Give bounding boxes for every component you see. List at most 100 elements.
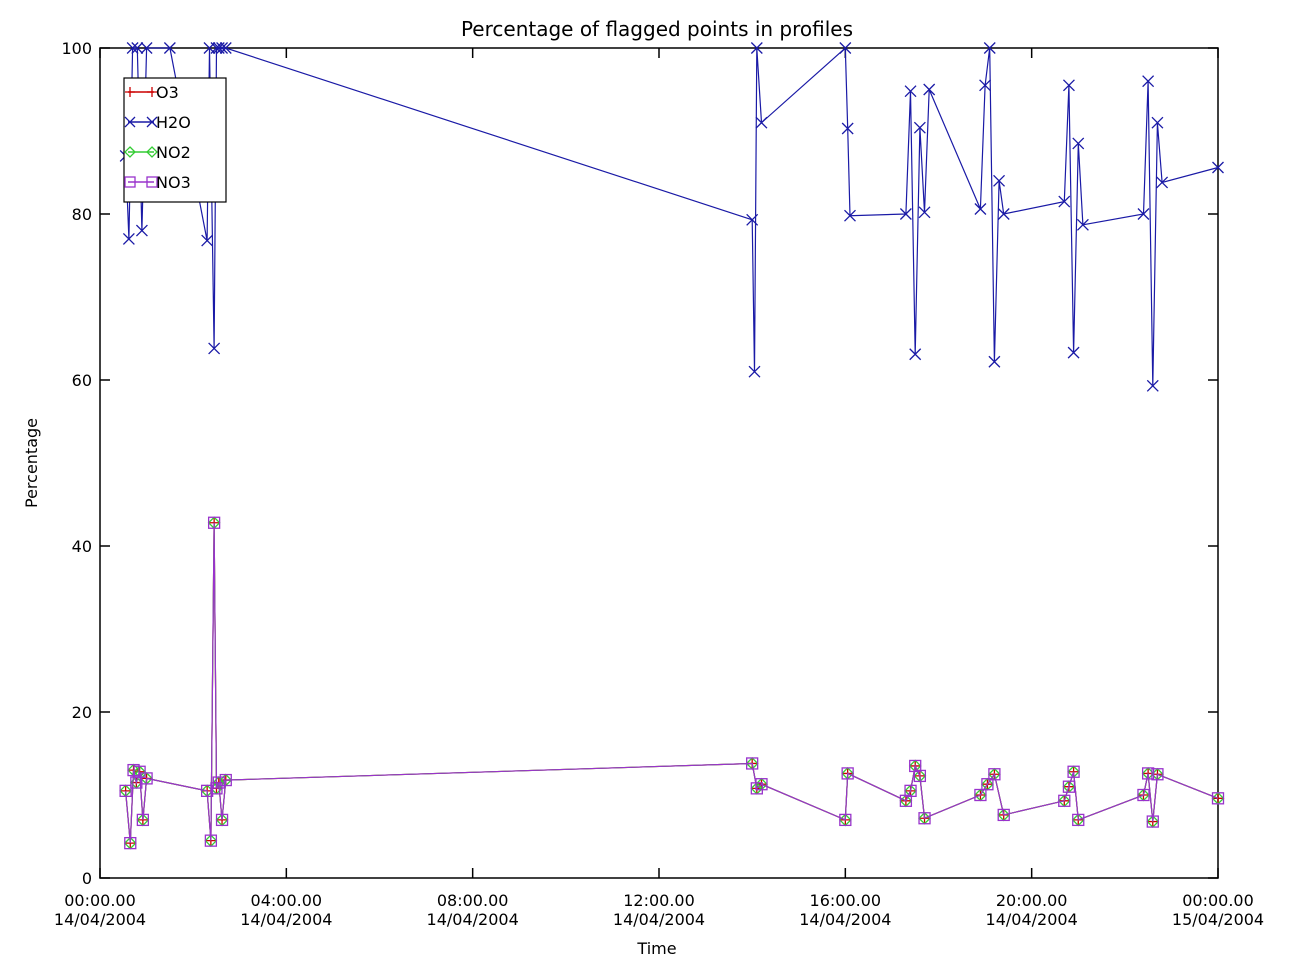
data-point-x: [1151, 116, 1164, 129]
data-point-x: [124, 116, 136, 128]
data-point-x: [997, 208, 1010, 220]
data-point-x: [988, 355, 1001, 368]
x-tick-label-time: 16:00.00: [810, 891, 882, 910]
data-point-square: [133, 765, 146, 778]
data-point-x: [163, 42, 176, 54]
x-tick-label-date: 14/04/2004: [240, 910, 332, 929]
data-point-x: [1067, 346, 1080, 359]
data-point-x: [746, 213, 759, 226]
data-point-square: [1062, 780, 1076, 793]
data-point-x: [913, 121, 926, 134]
data-point-x: [839, 42, 852, 54]
legend-item-no2: NO2: [124, 143, 191, 162]
data-point-diamond: [146, 146, 158, 158]
data-point-square: [918, 812, 931, 825]
data-point-square: [215, 813, 229, 827]
data-point-x: [923, 83, 936, 96]
plot-frame: [99, 47, 1219, 879]
data-point-x: [974, 203, 987, 215]
data-point-x: [755, 116, 768, 129]
data-point-x: [1062, 79, 1075, 92]
x-tick-label-time: 04:00.00: [251, 891, 323, 910]
y-tick-label: 100: [61, 39, 92, 58]
data-point-x: [844, 209, 856, 222]
series-line-no3: [125, 522, 1219, 844]
x-tick-label-date: 14/04/2004: [613, 910, 705, 929]
data-point-x: [993, 174, 1006, 187]
y-tick-label: 60: [72, 371, 92, 390]
data-point-plus: [147, 87, 157, 97]
x-tick-label-date: 14/04/2004: [427, 910, 519, 929]
data-point-x: [1156, 176, 1169, 189]
y-tick-label: 20: [72, 703, 92, 722]
data-point-square: [1211, 792, 1225, 805]
data-point-x: [979, 79, 992, 92]
data-point-x: [210, 42, 223, 54]
data-point-square: [974, 788, 987, 802]
data-point-square: [1067, 765, 1080, 778]
x-tick-label-date: 14/04/2004: [54, 910, 146, 929]
legend-label: NO2: [156, 143, 191, 162]
data-point-x: [909, 348, 922, 361]
y-tick-label: 0: [82, 869, 92, 888]
data-point-x: [208, 342, 221, 355]
data-point-x: [1072, 137, 1085, 150]
data-point-x: [126, 42, 139, 54]
data-point-x: [146, 116, 158, 128]
data-point-x: [122, 232, 135, 245]
data-point-x: [983, 42, 996, 54]
data-point-x: [140, 42, 153, 54]
x-tick-label-date: 14/04/2004: [986, 910, 1078, 929]
x-tick-label-time: 08:00.00: [437, 891, 509, 910]
data-point-square: [750, 782, 763, 795]
data-point-square: [1072, 813, 1085, 827]
series-no2: [119, 516, 1225, 850]
data-point-square: [909, 759, 922, 773]
data-point-x: [216, 42, 229, 54]
data-point-square: [746, 757, 759, 770]
data-point-x: [1076, 218, 1089, 231]
x-axis-label: Time: [636, 939, 676, 958]
series-line-o3: [125, 522, 1219, 844]
data-point-square: [124, 836, 137, 850]
legend-label: H2O: [156, 113, 191, 132]
x-tick-label-time: 00:00.00: [64, 891, 136, 910]
data-point-square: [988, 768, 1001, 781]
data-point-x: [219, 42, 232, 54]
data-point-square: [207, 516, 221, 529]
legend-item-o3: O3: [125, 83, 179, 102]
data-point-x: [918, 206, 931, 219]
data-point-square: [981, 778, 994, 791]
legend: O3 H2O NO2 NO3: [123, 77, 227, 203]
data-point-plus: [1212, 792, 1224, 804]
legend-label: NO3: [156, 173, 191, 192]
data-point-square: [119, 784, 132, 797]
legend-item-no3: NO3: [124, 173, 191, 192]
data-point-square: [200, 784, 214, 797]
data-point-square: [913, 769, 927, 783]
series-line-no2: [125, 522, 1219, 844]
data-point-plus: [125, 87, 135, 97]
data-point-x: [1212, 161, 1224, 174]
data-point-square: [219, 773, 232, 787]
data-point-square: [899, 794, 913, 807]
data-point-x: [841, 122, 854, 135]
data-point-square: [904, 784, 917, 797]
data-point-square: [1141, 767, 1155, 780]
data-point-square: [755, 778, 768, 791]
data-point-square: [136, 813, 150, 827]
data-point-diamond: [124, 146, 136, 158]
x-tick-label-date: 15/04/2004: [1172, 910, 1264, 929]
data-point-square: [124, 176, 136, 188]
data-point-square: [841, 767, 854, 780]
x-tick-label-time: 20:00.00: [996, 891, 1068, 910]
data-point-x: [131, 42, 144, 54]
data-point-square: [146, 176, 158, 188]
x-tick-label-date: 14/04/2004: [799, 910, 891, 929]
y-axis-label: Percentage: [22, 418, 41, 508]
chart-title: Percentage of flagged points in profiles: [461, 17, 853, 41]
data-point-square: [1058, 794, 1071, 807]
data-point-square: [140, 772, 153, 785]
legend-label: O3: [156, 83, 179, 102]
data-point-square: [839, 813, 852, 827]
